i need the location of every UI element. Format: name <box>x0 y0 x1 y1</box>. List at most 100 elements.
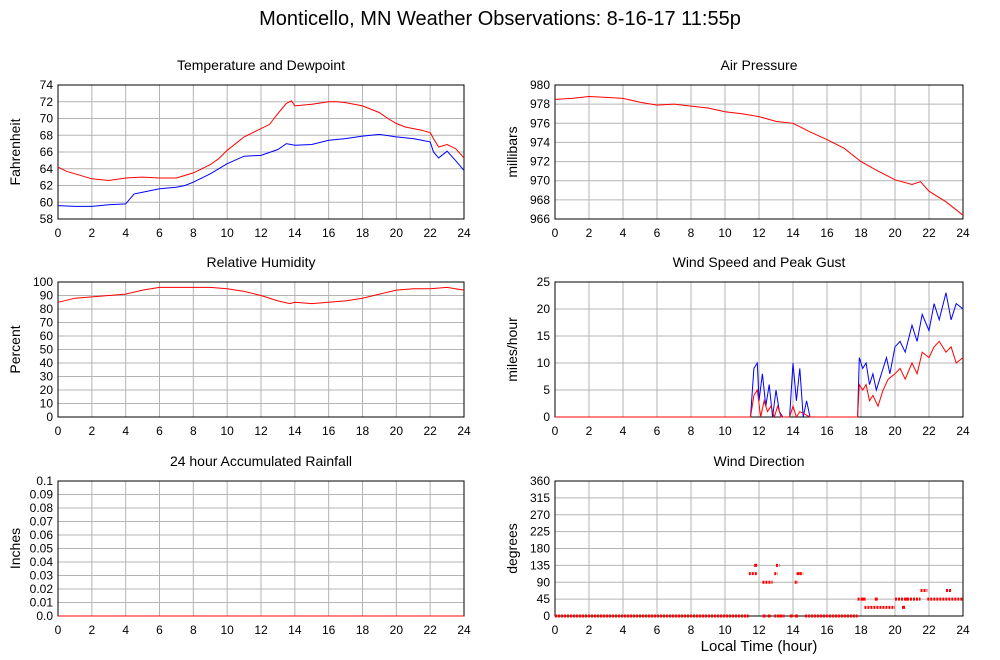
page-title: Monticello, MN Weather Observations: 8-1… <box>259 8 741 30</box>
x-tick-label: 10 <box>718 623 732 637</box>
y-tick-label: 0.03 <box>30 569 54 583</box>
y-tick-label: 0.07 <box>30 515 54 529</box>
y-tick-label: 72 <box>40 95 54 109</box>
x-tick-label: 2 <box>88 424 95 438</box>
y-tick-label: 0.1 <box>36 474 53 488</box>
y-tick-label: 30 <box>40 370 54 384</box>
x-axis-label: Local Time (hour) <box>701 638 818 655</box>
plot-frame <box>57 281 465 418</box>
y-tick-label: 45 <box>537 592 551 606</box>
y-axis-label: Inches <box>7 528 23 569</box>
y-axis-label: miles/hour <box>504 317 520 382</box>
x-tick-label: 2 <box>88 226 95 240</box>
x-tick-label: 18 <box>356 226 370 240</box>
y-tick-label: 966 <box>530 212 550 226</box>
x-tick-label: 6 <box>654 623 661 637</box>
x-tick-label: 6 <box>156 226 163 240</box>
x-tick-label: 10 <box>220 226 234 240</box>
chart-title: Temperature and Dewpoint <box>177 57 345 73</box>
x-tick-label: 10 <box>220 623 234 637</box>
direction-point <box>767 614 771 618</box>
series-line-1 <box>555 340 964 419</box>
y-tick-label: 0 <box>543 609 550 623</box>
x-tick-label: 12 <box>254 226 268 240</box>
x-tick-label: 12 <box>254 623 268 637</box>
x-tick-label: 20 <box>888 226 902 240</box>
x-tick-label: 4 <box>620 623 627 637</box>
x-tick-label: 12 <box>752 623 766 637</box>
y-tick-label: 0.05 <box>30 542 54 556</box>
direction-point <box>796 572 800 576</box>
x-tick-label: 22 <box>423 424 437 438</box>
x-tick-label: 8 <box>688 424 695 438</box>
x-tick-label: 18 <box>356 623 370 637</box>
y-tick-label: 70 <box>40 316 54 330</box>
chart-title: Wind Direction <box>713 453 804 469</box>
x-tick-label: 24 <box>956 424 970 438</box>
y-axis-label: millibars <box>504 126 520 177</box>
chart-title: Wind Speed and Peak Gust <box>673 254 846 270</box>
x-tick-label: 12 <box>752 424 766 438</box>
y-tick-label: 20 <box>40 383 54 397</box>
direction-point <box>762 614 766 618</box>
x-tick-label: 10 <box>220 424 234 438</box>
x-tick-label: 22 <box>423 226 437 240</box>
y-tick-label: 0.08 <box>30 501 54 515</box>
chart-title: 24 hour Accumulated Rainfall <box>170 453 352 469</box>
x-tick-label: 4 <box>620 226 627 240</box>
y-tick-label: 976 <box>530 116 550 130</box>
x-tick-label: 2 <box>586 623 593 637</box>
x-tick-label: 16 <box>820 623 834 637</box>
y-tick-label: 972 <box>530 155 550 169</box>
x-tick-label: 0 <box>55 226 62 240</box>
x-tick-label: 4 <box>122 424 129 438</box>
x-tick-label: 6 <box>654 226 661 240</box>
y-tick-label: 980 <box>530 78 550 92</box>
y-tick-label: 0.09 <box>30 488 54 502</box>
y-tick-label: 0.0 <box>36 609 53 623</box>
direction-point <box>902 605 905 609</box>
x-tick-label: 6 <box>156 424 163 438</box>
y-tick-label: 70 <box>40 112 54 126</box>
x-tick-label: 24 <box>457 226 471 240</box>
x-tick-label: 24 <box>956 623 970 637</box>
x-tick-label: 8 <box>190 424 197 438</box>
x-tick-label: 14 <box>786 623 800 637</box>
x-tick-label: 16 <box>322 424 336 438</box>
y-tick-label: 60 <box>40 329 54 343</box>
x-tick-label: 24 <box>457 623 471 637</box>
x-tick-label: 4 <box>122 623 129 637</box>
direction-point <box>754 563 758 567</box>
x-tick-label: 20 <box>888 623 902 637</box>
y-tick-label: 90 <box>40 289 54 303</box>
x-tick-label: 6 <box>654 424 661 438</box>
plot-frame <box>554 84 964 220</box>
series-line-0 <box>554 95 964 216</box>
y-tick-label: 225 <box>530 525 550 539</box>
plot-frame <box>57 84 465 220</box>
x-tick-label: 10 <box>718 226 732 240</box>
x-tick-label: 4 <box>620 424 627 438</box>
x-tick-label: 2 <box>88 623 95 637</box>
plot-frame <box>554 281 964 418</box>
y-tick-label: 100 <box>33 275 53 289</box>
direction-point <box>861 597 865 601</box>
y-tick-label: 180 <box>530 542 550 556</box>
y-tick-label: 0.06 <box>30 528 54 542</box>
x-tick-label: 0 <box>552 623 559 637</box>
y-tick-label: 50 <box>40 343 54 357</box>
plot-frame <box>554 480 964 617</box>
x-tick-label: 22 <box>922 424 936 438</box>
x-tick-label: 16 <box>322 623 336 637</box>
chart-title: Air Pressure <box>720 57 797 73</box>
x-tick-label: 16 <box>820 226 834 240</box>
y-tick-label: 25 <box>537 275 551 289</box>
x-tick-label: 14 <box>288 623 302 637</box>
series-line-0 <box>57 100 465 182</box>
x-tick-label: 18 <box>854 424 868 438</box>
